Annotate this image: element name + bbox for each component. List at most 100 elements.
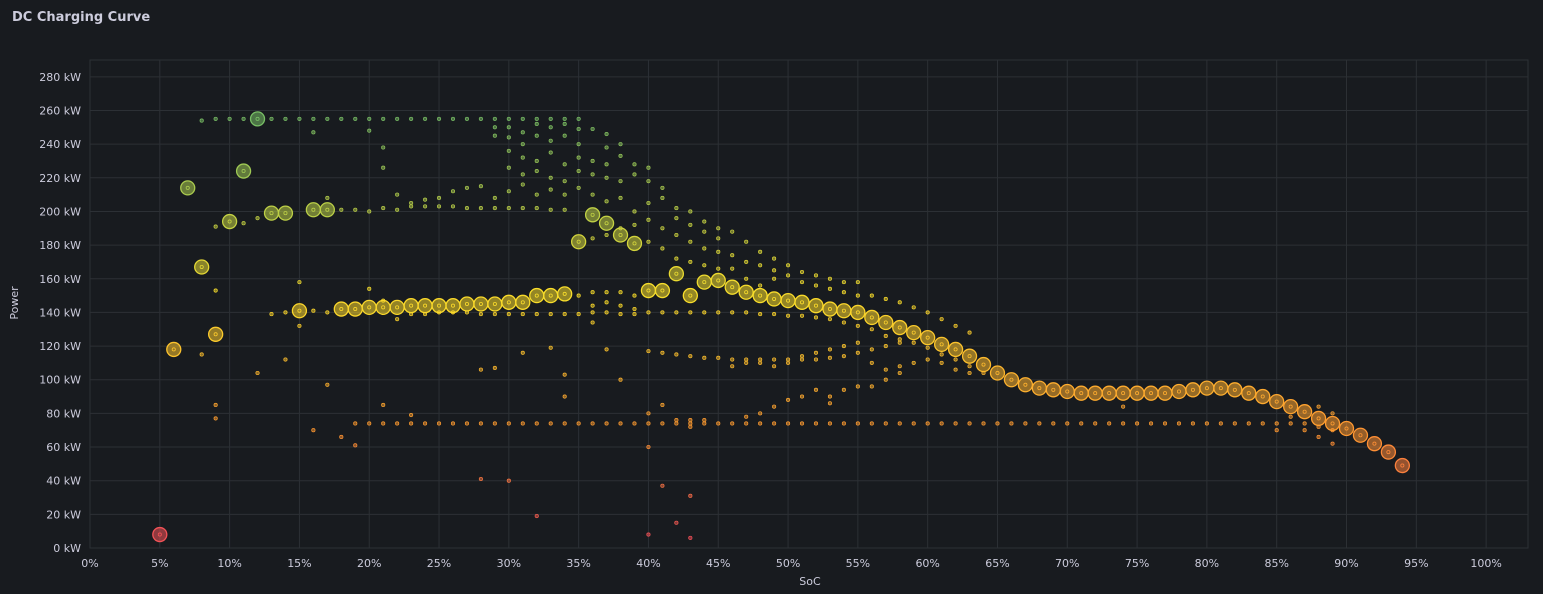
data-point[interactable] [235, 163, 252, 179]
data-point[interactable] [520, 182, 525, 187]
data-point[interactable] [311, 428, 316, 433]
data-point[interactable] [995, 421, 1000, 426]
data-point[interactable] [269, 312, 274, 317]
data-point[interactable] [576, 116, 581, 121]
data-point[interactable] [618, 377, 623, 382]
data-point[interactable] [855, 323, 860, 328]
data-point[interactable] [590, 320, 595, 325]
data-point[interactable] [590, 310, 595, 315]
data-point[interactable] [478, 312, 483, 317]
data-point[interactable] [660, 350, 665, 355]
data-point[interactable] [492, 312, 497, 317]
data-point[interactable] [688, 310, 693, 315]
data-point[interactable] [897, 364, 902, 369]
data-point[interactable] [277, 205, 294, 221]
data-point[interactable] [520, 350, 525, 355]
data-point[interactable] [381, 165, 386, 170]
data-point[interactable] [925, 310, 930, 315]
data-point[interactable] [548, 138, 553, 143]
data-point[interactable] [883, 333, 888, 339]
data-point[interactable] [688, 259, 693, 264]
data-point[interactable] [646, 411, 651, 416]
data-point[interactable] [506, 206, 511, 211]
data-point[interactable] [1310, 410, 1327, 427]
data-point[interactable] [464, 421, 470, 426]
data-point[interactable] [506, 189, 511, 194]
data-point[interactable] [213, 224, 218, 229]
data-point[interactable] [403, 298, 419, 314]
data-point[interactable] [1009, 421, 1014, 426]
data-point[interactable] [562, 133, 567, 138]
data-point[interactable] [367, 421, 372, 426]
data-point[interactable] [920, 330, 936, 346]
data-point[interactable] [478, 116, 483, 121]
data-point[interactable] [1037, 421, 1042, 426]
data-point[interactable] [632, 421, 637, 426]
data-point[interactable] [311, 308, 316, 313]
data-point[interactable] [213, 116, 218, 121]
data-point[interactable] [339, 207, 344, 212]
data-point[interactable] [1023, 421, 1028, 426]
data-point[interactable] [534, 312, 539, 317]
data-point[interactable] [1288, 414, 1293, 419]
data-point[interactable] [325, 310, 330, 315]
data-point[interactable] [841, 320, 846, 325]
data-point[interactable] [576, 312, 581, 317]
data-point[interactable] [738, 284, 754, 300]
data-point[interactable] [353, 421, 358, 426]
data-point[interactable] [618, 421, 623, 426]
data-point[interactable] [436, 204, 442, 209]
data-point[interactable] [506, 312, 511, 317]
data-point[interactable] [325, 382, 330, 387]
data-point[interactable] [221, 213, 238, 230]
data-point[interactable] [381, 206, 386, 211]
data-point[interactable] [436, 116, 442, 121]
data-point[interactable] [939, 317, 944, 322]
data-point[interactable] [674, 310, 679, 315]
data-point[interactable] [813, 273, 819, 278]
data-point[interactable] [841, 344, 846, 349]
data-point[interactable] [1017, 377, 1034, 393]
data-point[interactable] [506, 125, 511, 130]
data-point[interactable] [939, 421, 944, 426]
data-point[interactable] [152, 526, 168, 543]
data-point[interactable] [562, 121, 567, 126]
data-point[interactable] [520, 130, 525, 135]
data-point[interactable] [799, 280, 805, 285]
data-point[interactable] [604, 232, 609, 238]
data-point[interactable] [660, 246, 665, 251]
data-point[interactable] [501, 294, 517, 310]
data-point[interactable] [925, 357, 930, 362]
data-point[interactable] [758, 283, 763, 288]
data-point[interactable] [548, 187, 553, 192]
data-point[interactable] [1135, 421, 1140, 426]
data-point[interactable] [724, 279, 740, 295]
data-point[interactable] [445, 298, 461, 314]
data-point[interactable] [730, 266, 735, 271]
data-point[interactable] [869, 293, 874, 298]
data-point[interactable] [660, 310, 665, 315]
data-point[interactable] [333, 301, 349, 317]
data-point[interactable] [674, 520, 679, 525]
data-point[interactable] [1185, 382, 1201, 398]
data-point[interactable] [464, 206, 470, 211]
data-point[interactable] [660, 402, 665, 408]
data-point[interactable] [1316, 404, 1321, 409]
data-point[interactable] [534, 421, 539, 426]
data-point[interactable] [626, 235, 643, 252]
data-point[interactable] [883, 377, 888, 382]
data-point[interactable] [1003, 372, 1020, 388]
data-point[interactable] [1316, 434, 1321, 439]
data-point[interactable] [850, 304, 866, 321]
data-point[interactable] [911, 305, 916, 310]
data-point[interactable] [590, 303, 595, 308]
data-point[interactable] [506, 478, 511, 483]
data-point[interactable] [947, 341, 964, 358]
data-point[interactable] [576, 169, 581, 174]
data-point[interactable] [772, 312, 777, 317]
data-point[interactable] [632, 306, 637, 312]
data-point[interactable] [520, 142, 525, 147]
data-point[interactable] [534, 169, 539, 174]
data-point[interactable] [702, 229, 707, 234]
data-point[interactable] [618, 179, 623, 184]
